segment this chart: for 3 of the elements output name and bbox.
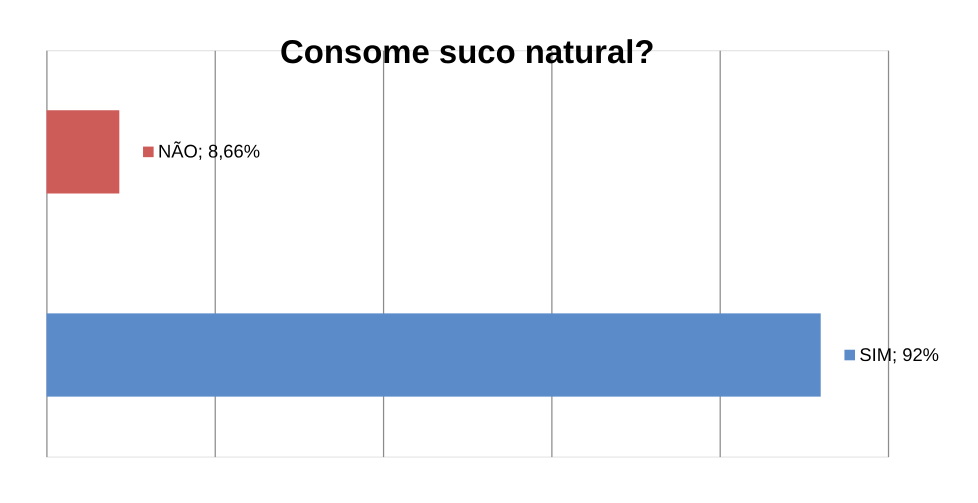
- data-label: SIM; 92%: [859, 344, 939, 365]
- chart-title: Consome suco natural?: [280, 32, 654, 70]
- data-label: NÃO; 8,66%: [158, 140, 260, 162]
